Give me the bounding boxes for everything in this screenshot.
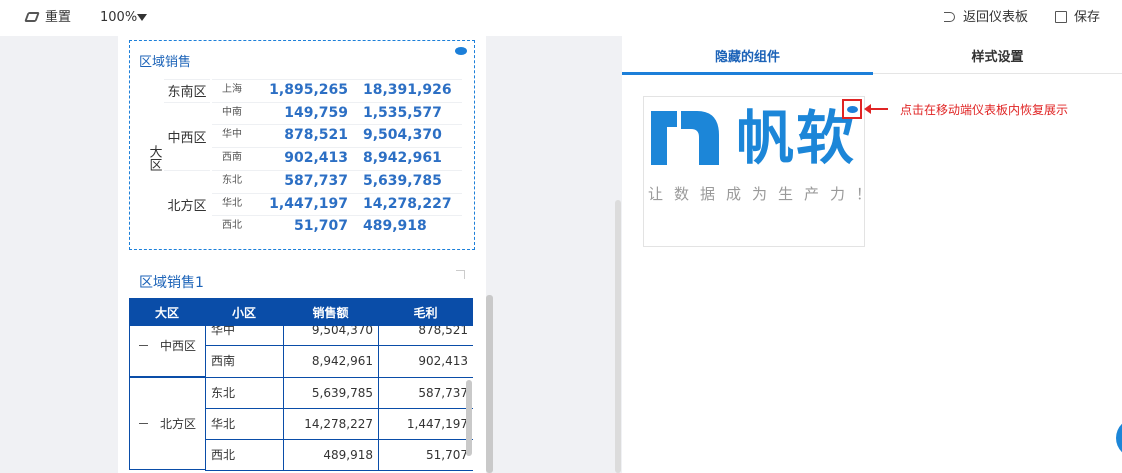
group-label: 中西区 bbox=[159, 338, 196, 353]
reset-button[interactable]: 重置 bbox=[45, 10, 72, 25]
row-line bbox=[212, 192, 462, 216]
value: 902,413 bbox=[284, 150, 348, 167]
cell: 东北 bbox=[205, 376, 284, 409]
cell: 1,447,197 bbox=[378, 407, 473, 441]
divider-scrollbar[interactable] bbox=[615, 200, 621, 473]
annotation-arrowhead bbox=[864, 104, 871, 114]
slogan: 让数据成为生产力！ bbox=[648, 185, 883, 203]
restore-icon[interactable] bbox=[842, 99, 862, 119]
row-header: 大区 bbox=[146, 145, 162, 172]
sub-label: 西北 bbox=[222, 220, 242, 232]
visibility-icon[interactable] bbox=[455, 47, 467, 55]
back-button[interactable]: 返回仪表板 bbox=[963, 10, 1029, 25]
cell: 华中 bbox=[205, 326, 284, 347]
save-icon[interactable] bbox=[1055, 11, 1067, 23]
cell: 51,707 bbox=[378, 439, 473, 472]
cell: 西南 bbox=[205, 345, 284, 378]
cell: 5,639,785 bbox=[283, 376, 379, 409]
active-tab-indicator bbox=[622, 72, 873, 75]
value: 9,504,370 bbox=[363, 127, 442, 144]
row-line bbox=[212, 147, 462, 170]
group-label: 北方区 bbox=[164, 169, 210, 238]
row-line bbox=[212, 215, 462, 238]
zoom-caret[interactable] bbox=[137, 14, 147, 21]
group-cell: 北方区 bbox=[129, 376, 206, 471]
group-cell: 中西区 bbox=[129, 326, 206, 377]
widget-region-sales[interactable]: 区域销售 大区 东南区 上海 1,895,265 18,391,926 中西区 中南 149,… bbox=[129, 40, 475, 250]
table-body: 中西区 华中 9,504,370 878,521 西南 8,942,961 902,413 北… bbox=[129, 326, 473, 473]
column-header: 大区 bbox=[129, 298, 205, 326]
value: 1,447,197 bbox=[269, 195, 348, 212]
value: 149,759 bbox=[284, 104, 348, 121]
cell: 9,504,370 bbox=[283, 326, 379, 347]
sub-label: 西南 bbox=[222, 152, 242, 164]
expand-icon[interactable] bbox=[456, 270, 465, 279]
cell: 西北 bbox=[205, 439, 284, 472]
value: 489,918 bbox=[363, 218, 427, 235]
annotation-arrow bbox=[866, 108, 888, 110]
row-line bbox=[212, 124, 462, 147]
sub-label: 华北 bbox=[222, 197, 242, 209]
cell: 902,413 bbox=[378, 345, 473, 378]
collapse-icon[interactable] bbox=[138, 422, 148, 425]
toolbar bbox=[0, 0, 1122, 36]
zoom-select[interactable]: 100% bbox=[100, 10, 138, 25]
logo-mark bbox=[651, 111, 719, 165]
hidden-component-card[interactable]: 帆软 让数据成为生产力！ bbox=[643, 96, 871, 247]
row-line bbox=[212, 79, 462, 102]
cell: 878,521 bbox=[378, 326, 473, 347]
save-button[interactable]: 保存 bbox=[1074, 10, 1101, 25]
table-scrollbar[interactable] bbox=[466, 380, 472, 456]
widget-title: 区域销售 bbox=[139, 55, 192, 70]
cell: 8,942,961 bbox=[283, 345, 379, 378]
column-header: 毛利 bbox=[378, 298, 473, 326]
value: 8,942,961 bbox=[363, 150, 442, 167]
sub-label: 东北 bbox=[222, 174, 242, 186]
collapse-icon[interactable] bbox=[138, 344, 148, 347]
sub-label: 上海 bbox=[222, 84, 242, 95]
cell: 587,737 bbox=[378, 376, 473, 409]
canvas-scrollbar[interactable] bbox=[486, 295, 493, 473]
back-icon[interactable] bbox=[944, 12, 955, 22]
cell: 489,918 bbox=[283, 439, 379, 472]
widget-title: 区域销售1 bbox=[139, 275, 204, 291]
row-line bbox=[212, 101, 462, 125]
sub-label: 中南 bbox=[222, 106, 242, 118]
value: 1,895,265 bbox=[269, 82, 348, 98]
tab[interactable]: 样式设置 bbox=[971, 50, 1024, 65]
widget-region-sales-1[interactable]: 区域销售1 大区 小区 销售额 毛利中西区 华中 9,504,370 878,521 西南 8,… bbox=[129, 262, 475, 473]
value: 5,639,785 bbox=[363, 172, 442, 189]
tab[interactable]: 隐藏的组件 bbox=[714, 50, 780, 65]
help-button[interactable] bbox=[1116, 418, 1122, 458]
column-header: 销售额 bbox=[283, 298, 378, 326]
column-header: 小区 bbox=[205, 298, 283, 326]
cell: 华北 bbox=[205, 407, 284, 441]
group-label: 中西区 bbox=[164, 101, 210, 170]
group-label: 北方区 bbox=[159, 417, 196, 432]
value: 14,278,227 bbox=[363, 195, 452, 212]
value: 587,737 bbox=[284, 172, 348, 189]
value: 18,391,926 bbox=[363, 82, 452, 98]
value: 1,535,577 bbox=[363, 104, 442, 121]
value: 51,707 bbox=[293, 218, 348, 235]
value: 878,521 bbox=[284, 127, 348, 144]
annotation: 点击在移动端仪表板内恢复展示 bbox=[900, 103, 1069, 117]
cell: 14,278,227 bbox=[283, 407, 379, 441]
sub-label: 华中 bbox=[222, 129, 242, 141]
eye-icon bbox=[847, 106, 858, 113]
row-line bbox=[212, 169, 462, 193]
group-label: 东南区 bbox=[164, 79, 210, 102]
logo-text: 帆软 bbox=[736, 104, 857, 172]
